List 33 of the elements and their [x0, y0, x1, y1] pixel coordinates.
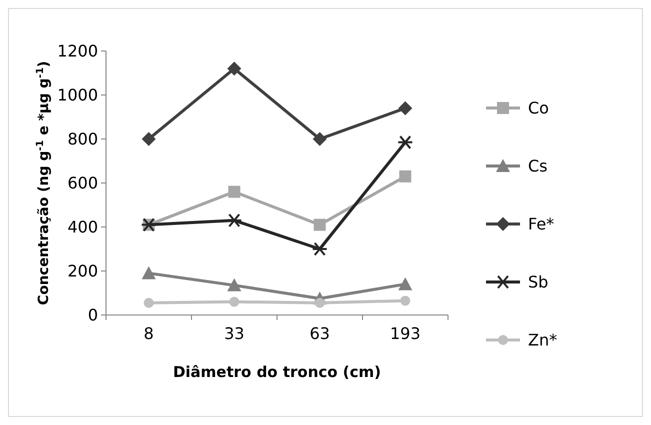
point — [397, 135, 414, 150]
x-tick-label: 8 — [144, 324, 154, 343]
point — [227, 278, 242, 292]
y-tick-label: 200 — [67, 262, 98, 281]
y-tick-label: 600 — [67, 174, 98, 193]
legend-label: Cs — [528, 156, 548, 176]
legend-label: Co — [528, 98, 549, 118]
point — [142, 266, 156, 280]
point — [312, 132, 327, 146]
point — [229, 296, 240, 307]
x-tick-label: 33 — [224, 324, 244, 343]
point — [314, 218, 326, 231]
point — [226, 213, 242, 228]
x-tick-label: 193 — [390, 324, 421, 343]
legend-label: Fe* — [528, 214, 554, 234]
point — [142, 132, 156, 146]
point — [400, 296, 410, 306]
point — [312, 242, 328, 256]
legend-label: Zn* — [528, 330, 558, 350]
point — [227, 62, 242, 76]
point — [228, 186, 240, 198]
y-tick-label: 1000 — [57, 86, 98, 105]
x-axis-title: Diâmetro do tronco (cm) — [172, 363, 382, 381]
y-tick-label: 1200 — [57, 42, 98, 61]
legend-label: Sb — [528, 272, 548, 292]
y-tick-label: 0 — [88, 306, 98, 325]
y-tick-label: 800 — [67, 130, 98, 149]
x-tick-label: 63 — [310, 324, 330, 343]
point — [398, 101, 412, 116]
y-tick-label: 400 — [67, 218, 98, 237]
point — [144, 298, 154, 308]
point — [399, 170, 412, 182]
point — [398, 277, 412, 290]
